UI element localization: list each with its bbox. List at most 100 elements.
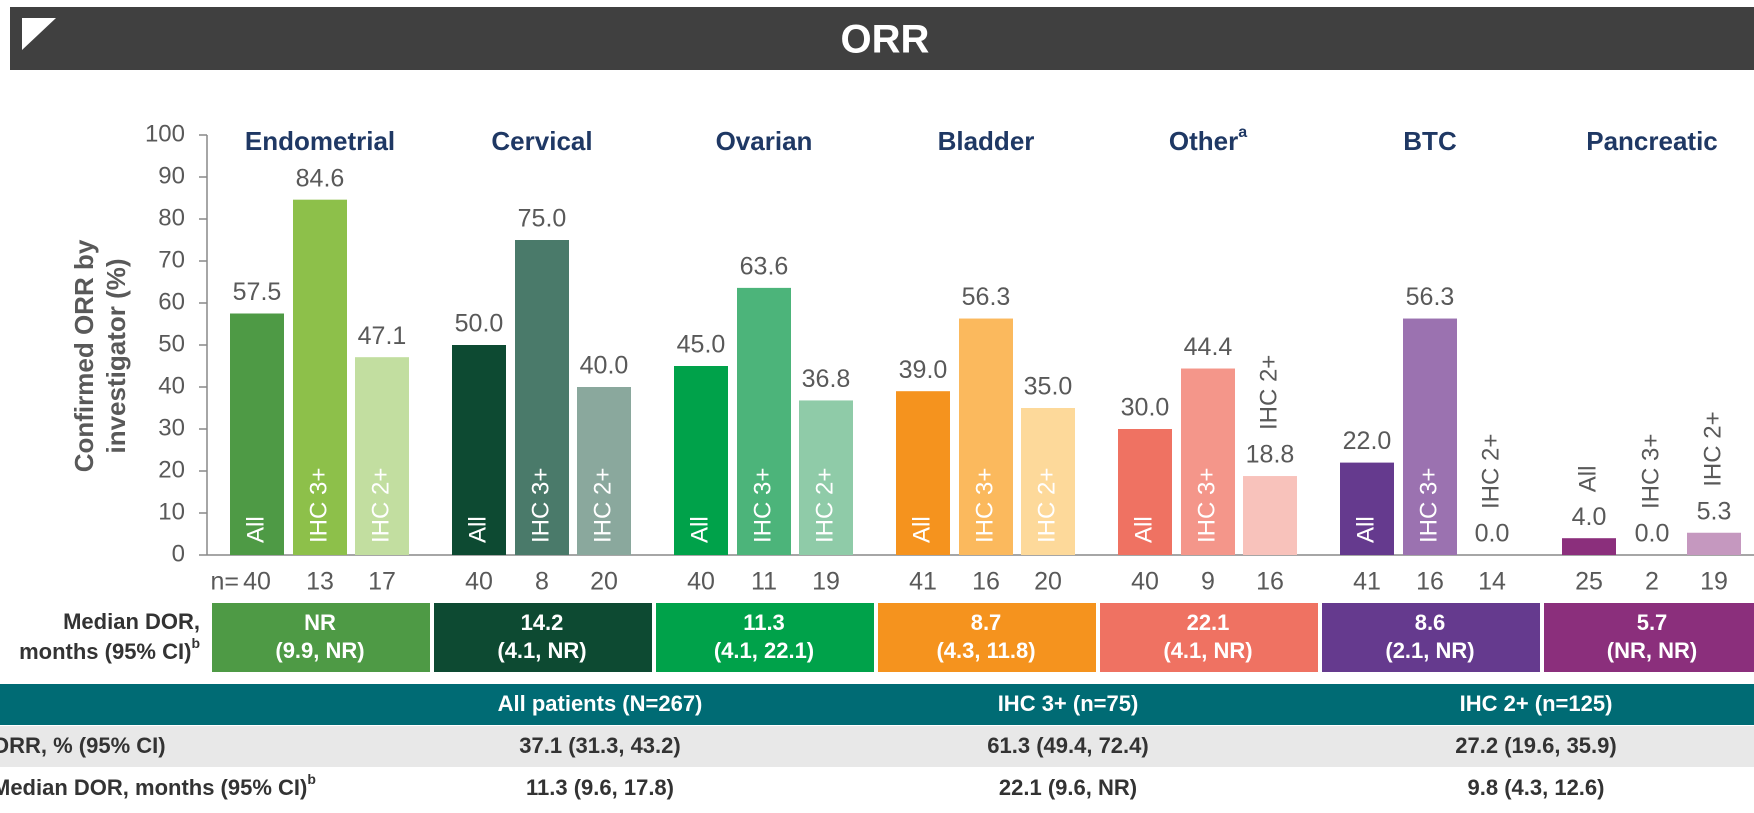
header-title: ORR — [841, 18, 930, 62]
table-row-bg — [0, 768, 1754, 809]
value-label: 5.3 — [1697, 497, 1732, 525]
n-value: 20 — [1034, 568, 1062, 596]
table-row-label-text: Median DOR, months (95% CI) — [0, 775, 307, 800]
dor-label-sup: b — [191, 635, 200, 651]
y-tick-label: 10 — [158, 498, 185, 525]
dor-label: Median DOR, — [63, 609, 200, 634]
series-label: IHC 3+ — [1415, 468, 1442, 543]
bar — [1243, 476, 1297, 555]
bar — [959, 318, 1013, 555]
n-value: 16 — [972, 568, 1000, 596]
bar — [293, 199, 347, 555]
n-value: 25 — [1575, 568, 1603, 596]
dor-box — [1322, 603, 1540, 672]
category-name: Endometrial — [245, 126, 395, 156]
category-name: Other — [1169, 126, 1238, 156]
n-value: 40 — [465, 568, 493, 596]
n-value: 19 — [812, 568, 840, 596]
header-bar — [10, 7, 1754, 70]
table-cell: 11.3 (9.6, 17.8) — [526, 775, 674, 800]
category-name: Pancreatic — [1586, 126, 1718, 156]
value-label: 30.0 — [1121, 394, 1170, 422]
n-value: 41 — [1353, 568, 1381, 596]
category-title: Endometrial — [245, 126, 395, 156]
value-label: 56.3 — [962, 283, 1011, 311]
value-label: 84.6 — [296, 164, 345, 192]
value-label: 0.0 — [1475, 520, 1510, 548]
category-name: Bladder — [938, 126, 1035, 156]
table-column-header: All patients (N=267) — [498, 691, 703, 716]
n-value: 9 — [1201, 568, 1215, 596]
bar — [1687, 532, 1741, 555]
y-tick-label: 100 — [145, 120, 185, 147]
series-label: IHC 3+ — [971, 468, 998, 543]
series-label: All — [686, 516, 713, 543]
bar — [674, 366, 728, 555]
series-label: IHC 2+ — [367, 468, 394, 543]
n-label: n= — [210, 568, 239, 596]
table-header-bg — [0, 684, 1754, 725]
value-label: 4.0 — [1572, 503, 1607, 531]
bar — [737, 287, 791, 555]
series-label: IHC 2+ — [1033, 468, 1060, 543]
dor-ci: (4.3, 11.8) — [936, 638, 1035, 663]
value-label: 57.5 — [233, 278, 282, 306]
value-label: 63.6 — [740, 252, 789, 280]
value-label: 44.4 — [1184, 333, 1233, 361]
n-value: 2 — [1645, 568, 1659, 596]
header-icon — [22, 18, 56, 50]
table-cell: 61.3 (49.4, 72.4) — [987, 733, 1148, 758]
dor-median: 8.7 — [971, 610, 1002, 635]
category-sup: a — [1238, 124, 1247, 141]
y-tick-label: 50 — [158, 330, 185, 357]
value-label: 18.8 — [1246, 441, 1295, 469]
bar — [1021, 408, 1075, 555]
bar — [1118, 429, 1172, 555]
n-value: 16 — [1256, 568, 1284, 596]
dor-label-text: months (95% CI) — [19, 639, 191, 664]
table-row-label: ORR, % (95% CI) — [0, 733, 166, 758]
series-label: IHC 3+ — [305, 468, 332, 543]
bar — [355, 357, 409, 555]
bar — [230, 313, 284, 555]
bar — [577, 387, 631, 555]
dor-ci: (9.9, NR) — [275, 638, 364, 663]
category-title: Ovarian — [716, 126, 813, 156]
value-label: 39.0 — [899, 356, 948, 384]
n-value: 20 — [590, 568, 618, 596]
y-tick-label: 70 — [158, 246, 185, 273]
bar — [1403, 318, 1457, 555]
table-column-header: IHC 3+ (n=75) — [998, 691, 1139, 716]
dor-median: 11.3 — [743, 610, 785, 635]
category-name: Cervical — [491, 126, 592, 156]
series-label: All — [908, 516, 935, 543]
series-label: All — [1574, 466, 1601, 493]
y-tick-label: 80 — [158, 204, 185, 231]
table-column-header: IHC 2+ (n=125) — [1460, 691, 1613, 716]
value-label: 22.0 — [1343, 427, 1392, 455]
n-value: 13 — [306, 568, 334, 596]
table-cell: 27.2 (19.6, 35.9) — [1455, 733, 1616, 758]
table-row-label: Median DOR, months (95% CI)b — [0, 771, 316, 800]
category-title: Cervical — [491, 126, 592, 156]
y-tick-label: 90 — [158, 162, 185, 189]
n-value: 40 — [1131, 568, 1159, 596]
n-value: 19 — [1700, 568, 1728, 596]
series-label: IHC 3+ — [527, 468, 554, 543]
value-label: 50.0 — [455, 310, 504, 338]
value-label: 75.0 — [518, 205, 567, 233]
n-value: 41 — [909, 568, 937, 596]
dor-ci: (2.1, NR) — [1385, 638, 1474, 663]
table-row-label-sup: b — [307, 771, 316, 787]
dor-box — [212, 603, 430, 672]
value-label: 45.0 — [677, 331, 726, 359]
dor-box — [656, 603, 874, 672]
n-value: 11 — [751, 568, 777, 596]
value-label: 40.0 — [580, 352, 629, 380]
table-row-bg — [0, 726, 1754, 767]
value-label: 35.0 — [1024, 373, 1073, 401]
n-value: 14 — [1478, 568, 1506, 596]
n-value: 40 — [243, 568, 271, 596]
series-label: IHC 3+ — [1193, 468, 1220, 543]
